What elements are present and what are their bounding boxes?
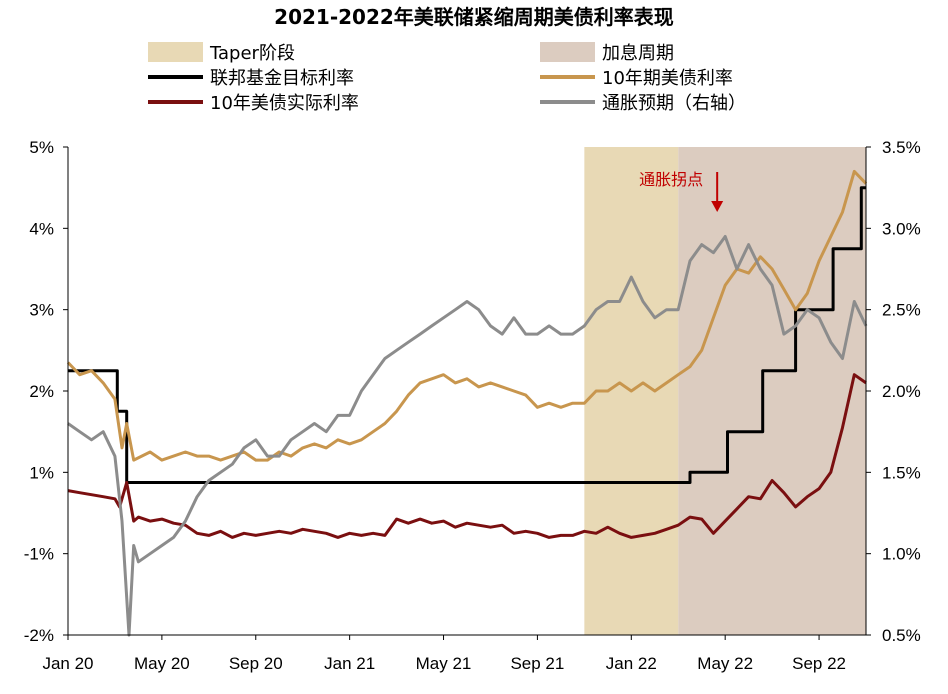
x-tick-label-0: Jan 20 xyxy=(42,654,93,673)
y-left-tick-label-1: 4% xyxy=(29,219,54,238)
x-tick-label-2: Sep 20 xyxy=(229,654,283,673)
legend-label-4: 10年美债实际利率 xyxy=(210,93,359,114)
annotation-label: 通胀拐点 xyxy=(639,170,703,189)
x-tick-label-6: Jan 22 xyxy=(606,654,657,673)
legend-label-0: Taper阶段 xyxy=(209,43,295,64)
x-tick-label-8: Sep 22 xyxy=(792,654,846,673)
series-line-1 xyxy=(66,169,868,462)
x-tick-label-1: May 20 xyxy=(134,654,190,673)
x-tick-label-3: Jan 21 xyxy=(324,654,375,673)
x-tick-label-7: May 22 xyxy=(697,654,753,673)
y-left-tick-label-2: 3% xyxy=(29,301,54,320)
legend-label-3: 10年期美债利率 xyxy=(602,68,733,89)
x-tick-label-4: May 21 xyxy=(416,654,472,673)
y-right-tick-label-6: 0.5% xyxy=(882,626,921,645)
axes: 5% 4% 3% 2% 1% -1% -2% 3.5% 3.0% 2.5% 2.0% 1.5% 1.0%… xyxy=(24,138,921,673)
y-left-tick-label-5: -1% xyxy=(24,545,54,564)
annotation-arrow-head xyxy=(711,201,724,212)
y-left-tick-label-3: 2% xyxy=(29,382,54,401)
legend-swatch-0 xyxy=(148,42,203,62)
legend-swatch-1 xyxy=(540,42,595,62)
y-left-tick-label-4: 1% xyxy=(29,463,54,482)
y-right-tick-label-1: 3.0% xyxy=(882,219,921,238)
chart-title: 2021-2022年美联储紧缩周期美债利率表现 xyxy=(274,5,674,29)
annotation: 通胀拐点 xyxy=(639,170,724,212)
y-right-tick-label-2: 2.5% xyxy=(882,301,921,320)
y-left-tick-label-6: -2% xyxy=(24,626,54,645)
y-right-tick-label-5: 1.0% xyxy=(882,545,921,564)
y-right-tick-label-3: 2.0% xyxy=(882,382,921,401)
legend-label-5: 通胀预期（右轴） xyxy=(602,93,746,114)
legend-label-2: 联邦基金目标利率 xyxy=(210,68,354,89)
shaded-periods xyxy=(584,147,866,635)
y-right-tick-label-4: 1.5% xyxy=(882,463,921,482)
x-tick-label-5: Sep 21 xyxy=(510,654,564,673)
y-right-tick-label-0: 3.5% xyxy=(882,138,921,157)
y-left-tick-label-0: 5% xyxy=(29,138,54,157)
series-line-0 xyxy=(68,186,866,484)
legend-label-1: 加息周期 xyxy=(602,43,674,64)
series-line-3 xyxy=(67,235,868,637)
series-lines xyxy=(66,169,868,637)
